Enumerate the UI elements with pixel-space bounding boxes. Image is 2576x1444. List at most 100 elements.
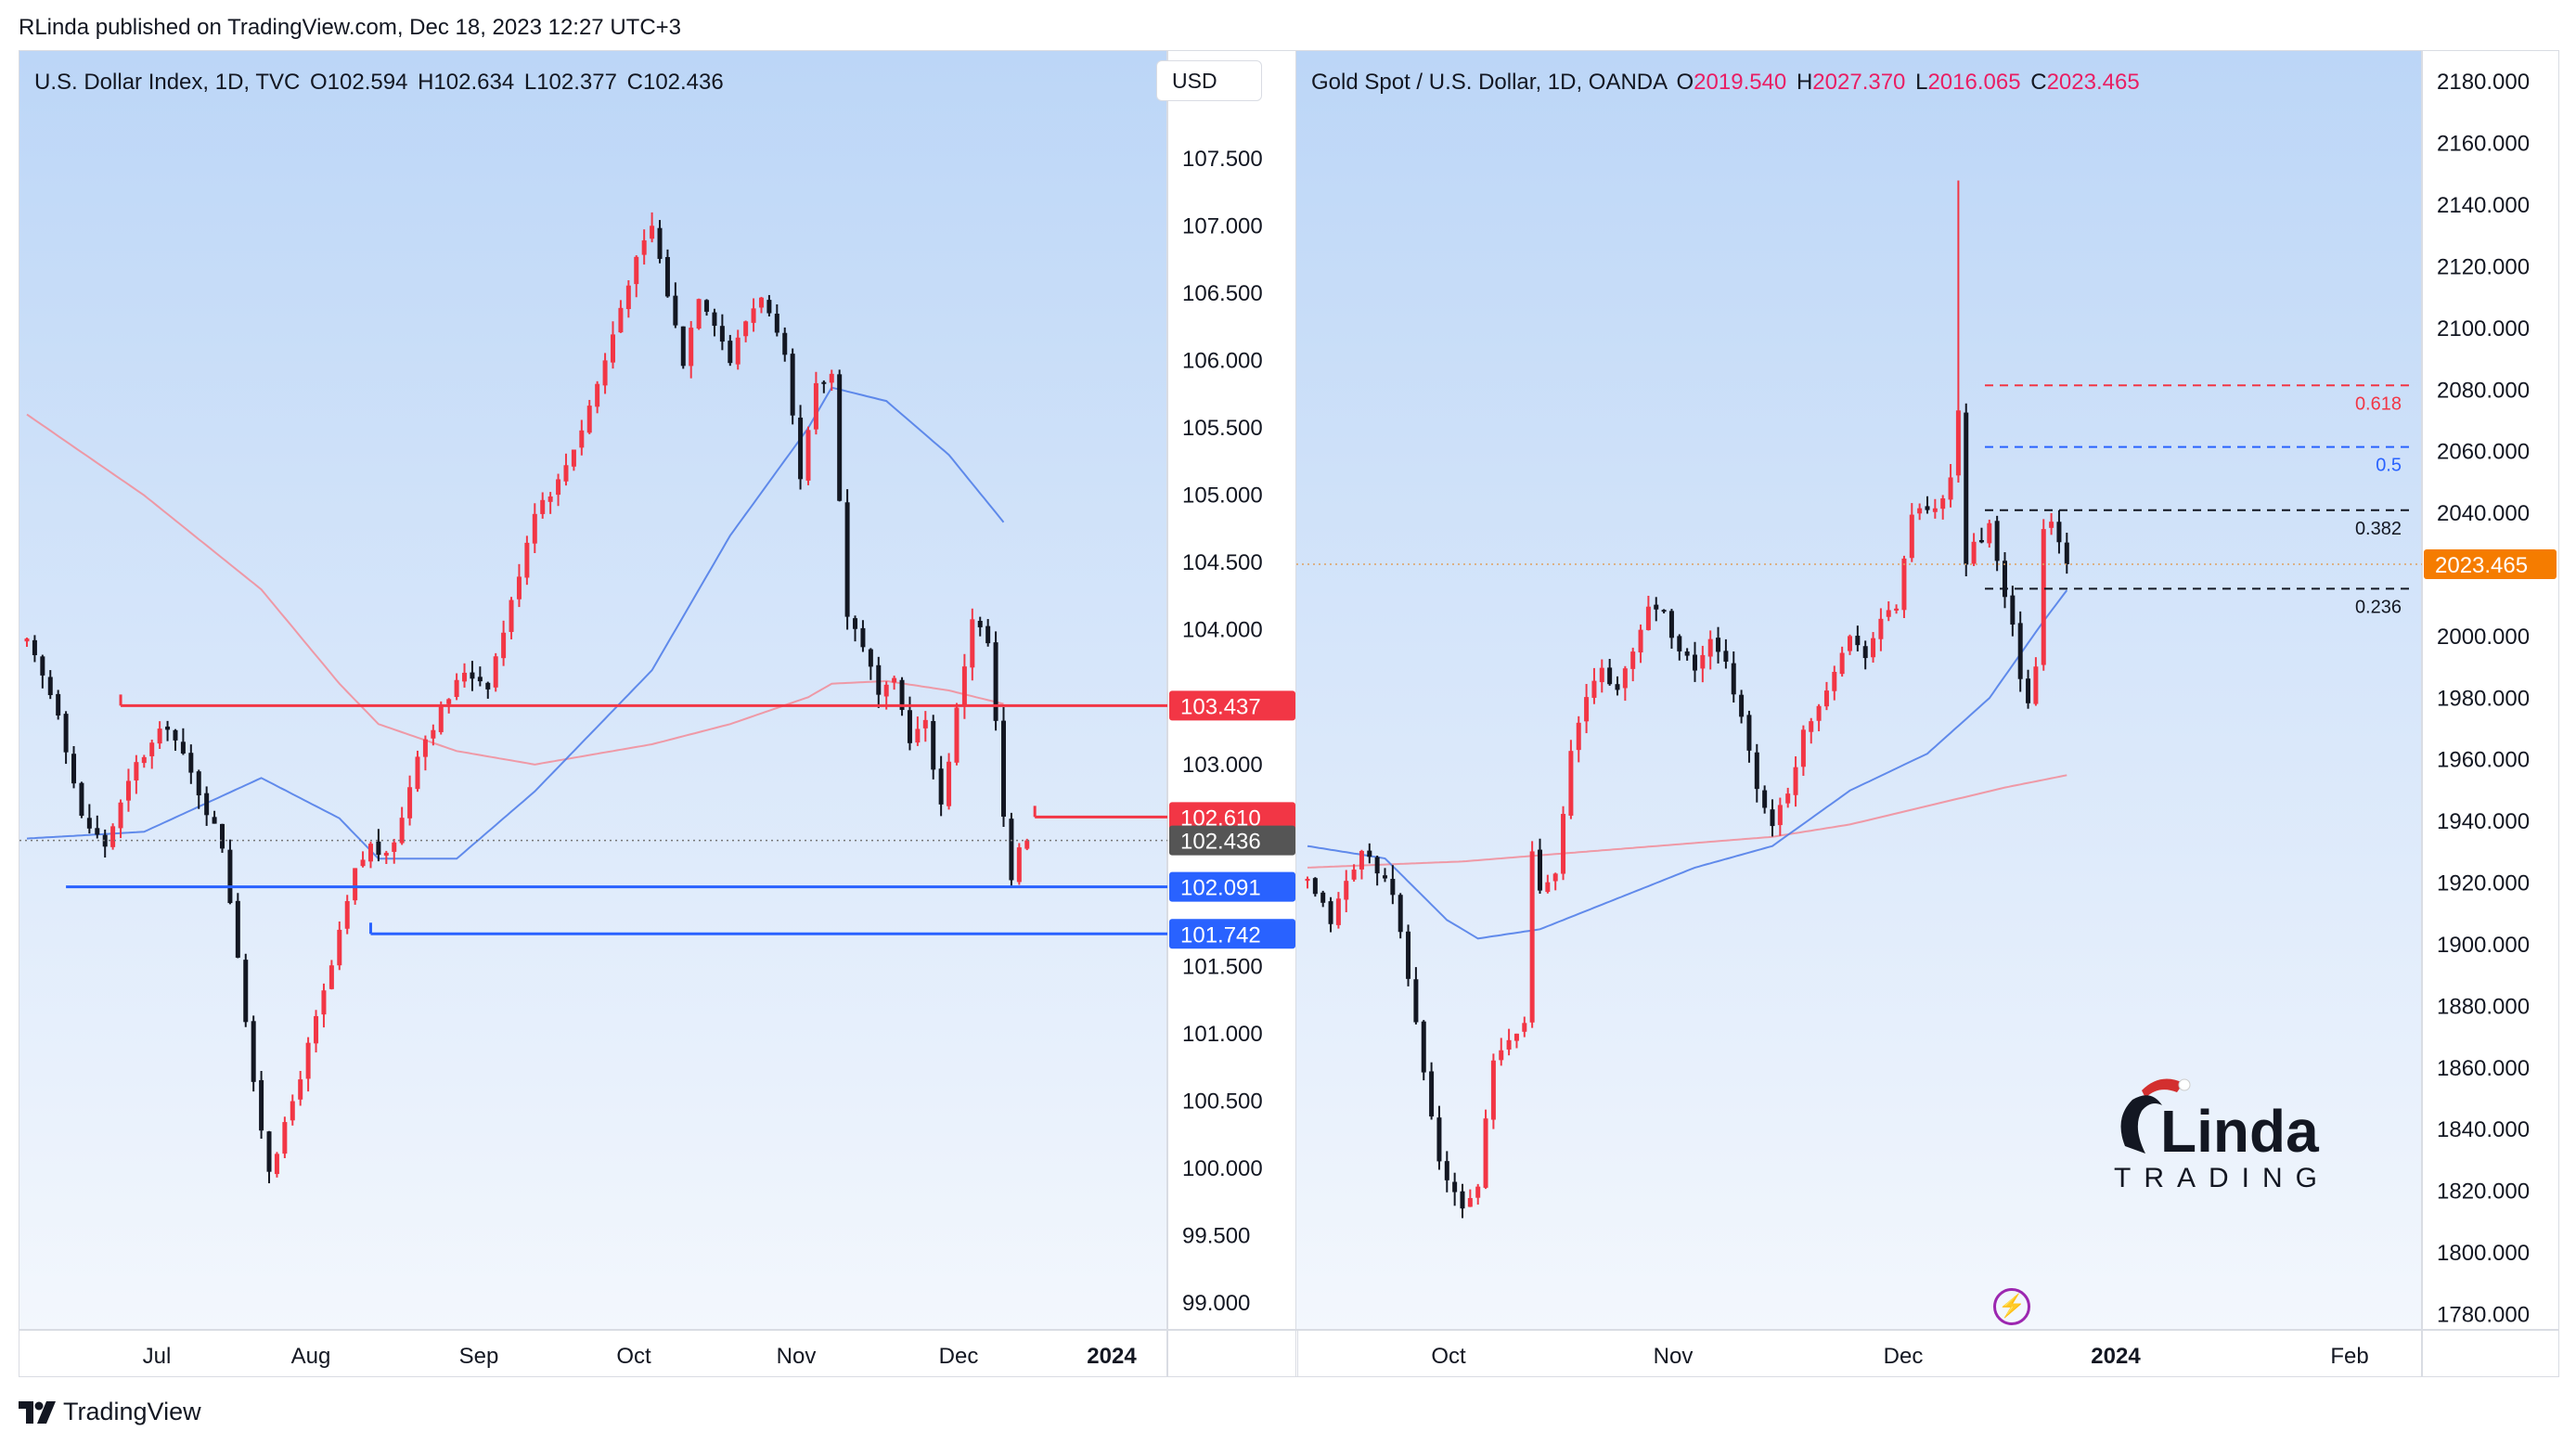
candle <box>485 681 491 699</box>
tradingview-icon <box>19 1400 56 1424</box>
candle <box>1917 503 1923 521</box>
candle <box>853 615 858 642</box>
dxy-chart-panel[interactable]: 107.500 107.000 106.500 106.000 105.500 105.0… <box>19 50 1298 1377</box>
dxy-high: H102.634 <box>418 70 515 95</box>
gold-ma200-line <box>1307 774 2067 869</box>
currency-button[interactable]: USD <box>1156 60 1262 101</box>
candle <box>1460 1183 1465 1218</box>
candle <box>298 1070 303 1106</box>
candle <box>2026 669 2031 709</box>
candle <box>798 405 804 490</box>
gold-chart-panel[interactable]: 0.618 0.5 0.382 0.236 2180.000 2160.000 2140.0… <box>1295 50 2559 1377</box>
y-tick-label: 107.000 <box>1182 214 1263 239</box>
candle <box>1654 597 1659 622</box>
svg-text:102.436: 102.436 <box>1180 830 1261 855</box>
price-label-resistance-103437[interactable]: 103.437 <box>1169 690 1295 721</box>
gold-close-label: C <box>2030 70 2047 95</box>
candle <box>1668 609 1674 649</box>
candle <box>892 675 897 690</box>
y-tick-label: 1960.000 <box>2437 748 2530 773</box>
candle <box>579 419 585 456</box>
candle <box>1809 717 1814 744</box>
candle <box>602 353 608 394</box>
candle <box>1994 515 2000 572</box>
candle <box>470 661 475 691</box>
candle <box>634 255 639 298</box>
svg-text:103.437: 103.437 <box>1180 694 1261 719</box>
x-tick-label: Jul <box>143 1344 172 1369</box>
candle <box>243 953 249 1027</box>
candle <box>1444 1151 1449 1193</box>
candle <box>1009 812 1014 886</box>
gold-legend: Gold Spot / U.S. Dollar, 1D, OANDA O2019… <box>1311 70 2140 96</box>
candle <box>689 320 694 379</box>
gold-low-label: L <box>1915 70 1928 95</box>
candle <box>922 711 928 742</box>
price-label-support-102091[interactable]: 102.091 <box>1169 871 1295 902</box>
candle <box>173 728 178 751</box>
dxy-chart[interactable]: 107.500 107.000 106.500 106.000 105.500 105.0… <box>19 51 1298 1377</box>
candle <box>1716 626 1721 664</box>
candle <box>1677 634 1682 661</box>
y-tick-label: 1880.000 <box>2437 994 2530 1019</box>
candle <box>134 754 139 794</box>
candle <box>704 299 710 316</box>
gold-plot-area[interactable] <box>1296 51 2422 1330</box>
candle <box>165 720 171 741</box>
candle <box>1413 967 1419 1025</box>
candle <box>758 296 764 314</box>
dxy-low: L102.377 <box>523 70 617 95</box>
y-tick-label: 106.000 <box>1182 349 1263 374</box>
candle <box>1746 710 1752 763</box>
candle <box>24 638 30 648</box>
candle <box>961 653 967 719</box>
candle <box>1599 659 1604 693</box>
candle <box>2017 611 2023 692</box>
x-tick-label: Feb <box>2330 1344 2368 1369</box>
candle <box>1909 503 1914 562</box>
tradingview-logo[interactable]: TradingView <box>19 1398 201 1426</box>
price-label-last-price[interactable]: 102.436 <box>1169 825 1295 856</box>
dxy-open: O102.594 <box>310 70 408 95</box>
candle <box>1816 703 1822 731</box>
candle <box>2049 512 2054 535</box>
y-tick-label: 105.000 <box>1182 483 1263 509</box>
candle <box>274 1152 279 1178</box>
dxy-plot-area[interactable] <box>19 51 1167 1330</box>
candle <box>1568 740 1574 819</box>
candle <box>1305 876 1310 889</box>
candle <box>1545 874 1551 894</box>
gold-open-label: O <box>1676 70 1694 95</box>
candle <box>657 220 663 264</box>
candle <box>1940 495 1946 520</box>
candle <box>1770 799 1775 837</box>
y-tick-label: 2000.000 <box>2437 625 2530 650</box>
gold-symbol: Gold Spot / U.S. Dollar, 1D, OANDA <box>1311 70 1667 95</box>
candle <box>1467 1189 1473 1207</box>
x-tick-label: Aug <box>291 1344 331 1369</box>
lightning-icon[interactable]: ⚡ <box>1993 1288 2030 1325</box>
price-label-support-101742[interactable]: 101.742 <box>1169 919 1295 949</box>
candle <box>1894 604 1900 614</box>
candle <box>712 308 717 337</box>
candle <box>1777 797 1783 836</box>
candle <box>1591 667 1597 704</box>
candle <box>125 768 131 812</box>
candle <box>266 1130 272 1184</box>
candle <box>1723 638 1729 669</box>
dxy-close: C102.436 <box>626 70 724 95</box>
candle <box>188 744 194 784</box>
candle <box>454 673 459 701</box>
y-tick-label: 2040.000 <box>2437 501 2530 526</box>
candle <box>282 1116 288 1158</box>
gold-chart[interactable]: 0.618 0.5 0.382 0.236 2180.000 2160.000 2140.0… <box>1296 51 2559 1377</box>
candle <box>376 829 381 862</box>
y-tick-label: 1940.000 <box>2437 809 2530 834</box>
candle <box>1855 625 1861 651</box>
price-label-gold-last-price[interactable]: 2023.465 <box>2424 548 2557 579</box>
candle <box>314 1010 319 1053</box>
candle <box>1359 849 1364 880</box>
gold-high: H2027.370 <box>1797 70 1905 95</box>
candle <box>1901 555 1907 618</box>
candle <box>954 703 960 766</box>
